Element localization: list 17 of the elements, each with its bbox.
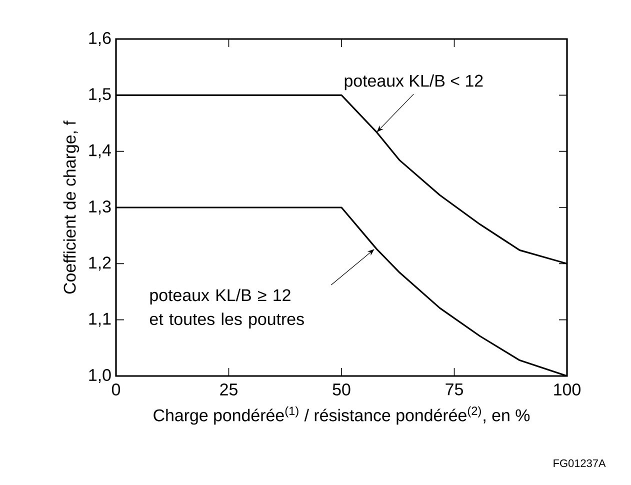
annotation: poteaux KL/B < 12 [344, 74, 483, 90]
y-tick-label: 1,0 [89, 369, 111, 383]
x-tick-label: 75 [446, 384, 463, 396]
y-tick-label: 1,6 [89, 32, 111, 46]
x-axis-title: Charge pondérée$^{(1)}$ / résistance pondérée$^{(2)}$, en % [154, 406, 530, 425]
x-tick-label: 0 [112, 384, 120, 396]
y-tick-label: 1,5 [89, 88, 111, 102]
y-tick-label: 1,4 [89, 144, 111, 158]
y-tick-label: 1,2 [89, 256, 111, 271]
x-tick-label: 100 [554, 384, 580, 396]
y-axis-title: Coefficient de charge, f [63, 120, 80, 294]
y-tick-label: 1,1 [89, 312, 111, 327]
x-tick-label: 50 [332, 384, 350, 396]
y-tick-label: 1,3 [89, 200, 111, 214]
x-tick-label: 25 [220, 384, 238, 396]
text: FG01237A [554, 459, 606, 468]
annotation: poteaux KL/B ≥ 12 et toutes les poutres [150, 288, 304, 328]
